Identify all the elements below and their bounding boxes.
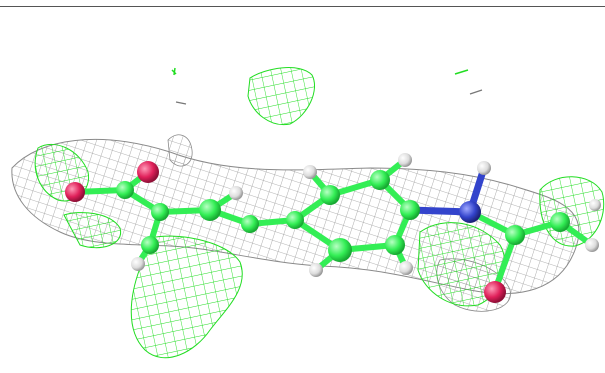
green-density-mesh (34, 67, 605, 359)
top-divider-line (0, 6, 605, 7)
atoms (65, 153, 601, 303)
